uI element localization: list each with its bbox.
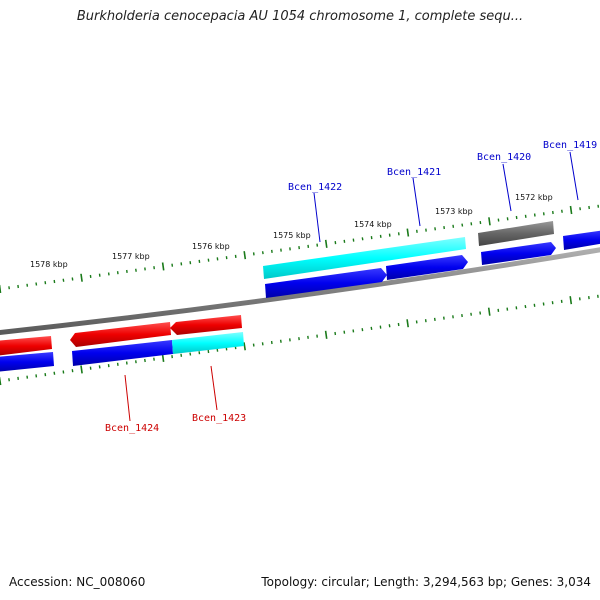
minor-tick-mark <box>524 304 527 309</box>
minor-tick-mark <box>479 311 482 315</box>
inner-tick-ruler <box>0 294 599 386</box>
leader-line-bcen-1420 <box>502 163 512 212</box>
major-tick-mark <box>487 307 491 316</box>
tick-label: 1572 kbp <box>515 193 553 202</box>
tick-label: 1577 kbp <box>112 252 150 261</box>
reverse-cds-feature[interactable] <box>0 336 52 356</box>
minor-tick-mark <box>370 326 373 331</box>
minor-tick-mark <box>433 317 436 322</box>
cds-feature[interactable] <box>0 352 54 372</box>
minor-tick-mark <box>261 251 264 255</box>
leader-line-bcen-1419 <box>569 151 579 201</box>
minor-tick-mark <box>388 324 391 328</box>
cds-feature[interactable] <box>481 242 556 265</box>
leader-line-bcen-1422 <box>313 192 321 243</box>
major-tick-mark <box>569 296 573 305</box>
minor-tick-mark <box>279 339 282 343</box>
map-title: Burkholderia cenocepacia AU 1054 chromos… <box>76 9 524 24</box>
leader-line-bcen-1424 <box>124 374 131 422</box>
gene-label-bcen-1420[interactable]: Bcen_1420 <box>477 152 531 163</box>
rna-feature[interactable] <box>263 237 466 279</box>
gene-label-bcen-1422[interactable]: Bcen_1422 <box>288 182 342 193</box>
forward-feature-track <box>263 221 600 298</box>
major-tick-mark <box>324 239 328 248</box>
tick-label: 1573 kbp <box>435 207 473 216</box>
gene-label-bcen-1419[interactable]: Bcen_1419 <box>543 140 597 151</box>
major-tick-mark <box>488 217 491 226</box>
major-tick-mark <box>80 365 83 374</box>
reverse-cds-feature[interactable] <box>170 315 242 335</box>
reverse-feature-track <box>0 315 244 372</box>
genome-stats-text: Topology: circular; Length: 3,294,563 bp… <box>261 575 591 589</box>
minor-tick-mark <box>8 378 10 382</box>
minor-tick-mark <box>361 237 364 241</box>
tick-label: 1578 kbp <box>30 260 68 269</box>
gene-label-bcen-1424[interactable]: Bcen_1424 <box>105 423 159 434</box>
major-tick-mark <box>406 319 409 328</box>
major-tick-mark <box>80 273 83 282</box>
leader-line-bcen-1423 <box>210 365 218 411</box>
minor-tick-mark <box>561 209 563 213</box>
tick-label: 1574 kbp <box>354 220 392 229</box>
minor-tick-mark <box>189 352 192 356</box>
minor-tick-mark <box>135 268 137 272</box>
tick-label: 1575 kbp <box>273 231 311 240</box>
minor-tick-mark <box>53 371 56 375</box>
major-tick-mark <box>243 251 247 260</box>
major-tick-mark <box>0 284 2 294</box>
minor-tick-mark <box>35 282 38 286</box>
cds-feature[interactable] <box>72 340 173 366</box>
major-tick-mark <box>243 342 246 351</box>
leader-line-bcen-1421 <box>412 177 421 227</box>
major-tick-mark <box>406 228 410 237</box>
major-tick-mark <box>0 376 2 386</box>
accession-text: Accession: NC_008060 <box>9 575 146 589</box>
gene-label-bcen-1423[interactable]: Bcen_1423 <box>192 413 246 424</box>
minor-tick-mark <box>144 358 146 363</box>
major-tick-mark <box>569 205 573 215</box>
minor-tick-mark <box>461 223 464 227</box>
minor-tick-mark <box>62 278 65 282</box>
cds-feature[interactable] <box>386 255 468 280</box>
cds-feature[interactable] <box>265 268 387 298</box>
major-tick-mark <box>324 330 328 339</box>
outer-tick-ruler <box>0 204 600 294</box>
minor-tick-mark <box>98 365 101 369</box>
other-feature[interactable] <box>478 221 554 246</box>
cds-feature[interactable] <box>563 230 600 250</box>
gene-label-bcen-1421[interactable]: Bcen_1421 <box>387 167 441 178</box>
rna-feature[interactable] <box>172 332 244 354</box>
reverse-cds-feature[interactable] <box>70 322 171 347</box>
chromosome-backbone <box>0 247 600 335</box>
major-tick-mark <box>161 262 165 271</box>
tick-label: 1576 kbp <box>192 242 230 251</box>
